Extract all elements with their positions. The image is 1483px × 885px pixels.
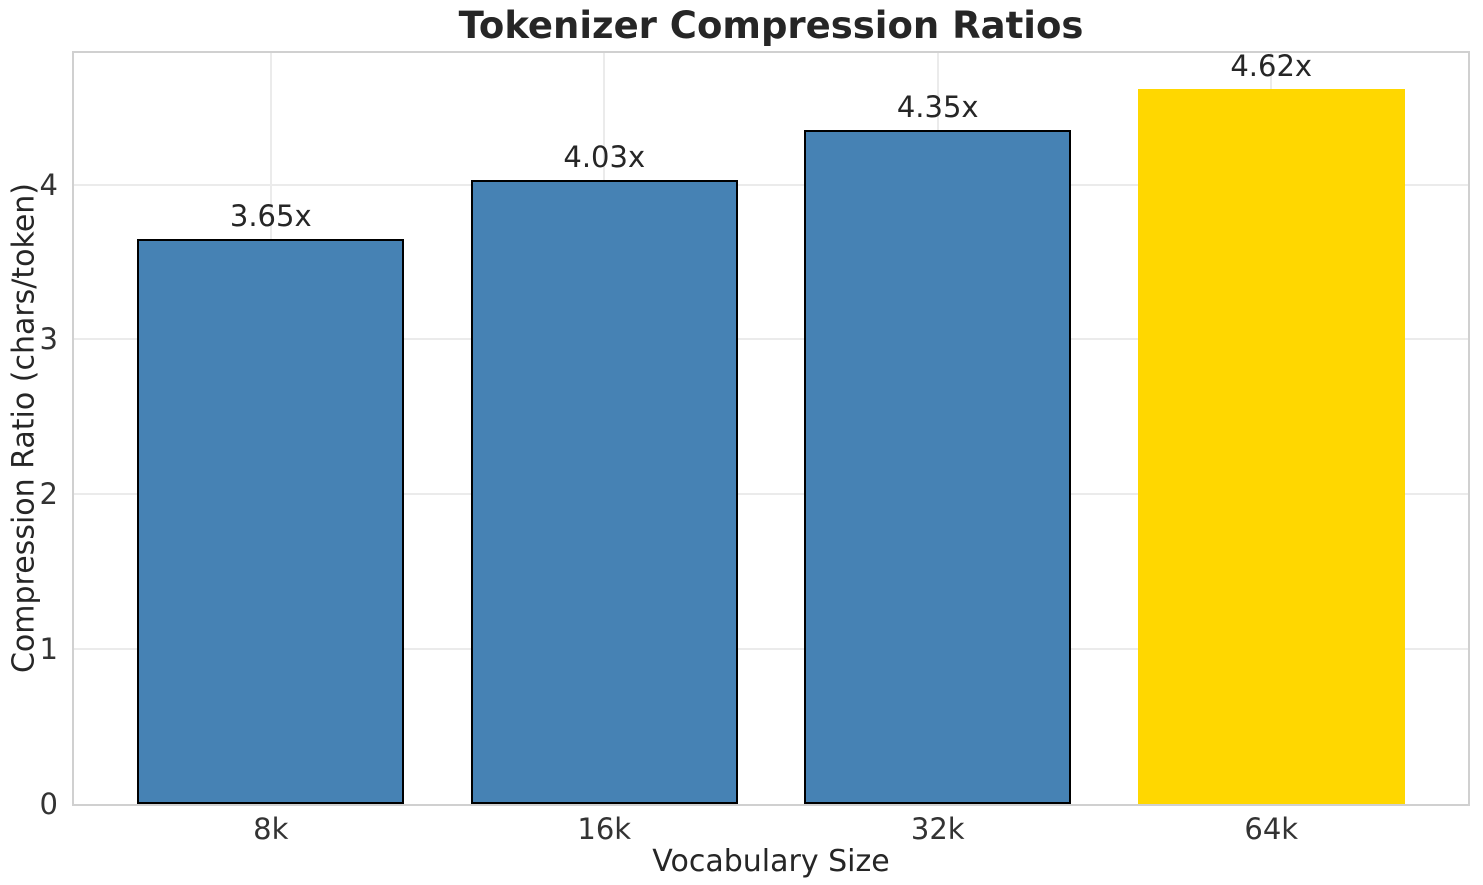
gridline-horizontal <box>74 493 1468 496</box>
bar-32k <box>804 130 1072 804</box>
plot-area: 3.65x 4.03x 4.35x 4.62x <box>72 48 1470 806</box>
y-axis-label: Compression Ratio (chars/token) <box>6 182 42 674</box>
gridline-horizontal <box>74 338 1468 341</box>
y-tick-label: 3 <box>39 322 58 357</box>
x-axis-label: Vocabulary Size <box>652 844 890 879</box>
bar-64k <box>1137 88 1405 804</box>
x-tick-label: 32k <box>910 812 965 846</box>
bar-16k <box>470 179 738 804</box>
bar-value-label: 4.62x <box>1230 48 1313 83</box>
y-tick-label: 2 <box>39 477 58 512</box>
y-tick-label: 0 <box>39 787 58 821</box>
bar-value-label: 4.03x <box>563 139 646 174</box>
bar-8k <box>137 238 405 804</box>
chart-title: Tokenizer Compression Ratios <box>458 4 1084 47</box>
x-tick-label: 64k <box>1244 812 1299 846</box>
gridline-horizontal <box>74 648 1468 651</box>
y-tick-label: 1 <box>39 632 58 667</box>
bar-value-label: 3.65x <box>229 198 312 233</box>
x-tick-label: 8k <box>253 812 289 846</box>
y-tick-label: 4 <box>39 167 58 202</box>
gridline-horizontal <box>74 183 1468 186</box>
bar-value-label: 4.35x <box>896 90 979 125</box>
x-tick-label: 16k <box>577 812 632 846</box>
